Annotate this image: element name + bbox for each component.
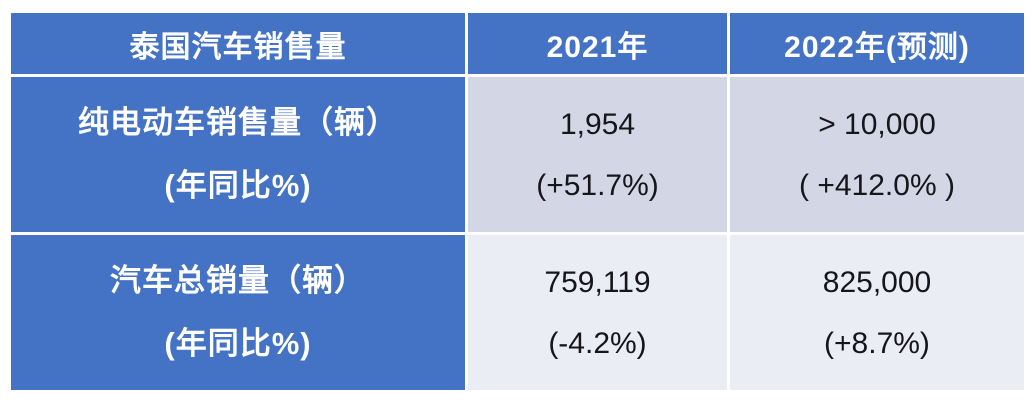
total-2021-yoy: (-4.2%) <box>548 326 647 360</box>
row-label-cell-total: 汽车总销量（辆） (年同比%) <box>8 232 468 393</box>
table-row-ev-sales: 纯电动车销售量（辆） (年同比%) 1,954 (+51.7%) > 10,00… <box>8 74 1027 235</box>
row-label-ev-yoy-note: (年同比%) <box>164 167 312 203</box>
ev-2022-yoy: ( +412.0% ) <box>799 168 955 202</box>
header-row: 泰国汽车销售量 2021年 2022年(预测) <box>8 10 1027 77</box>
ev-2022-value: > 10,000 <box>818 107 936 141</box>
row-label-cell-ev: 纯电动车销售量（辆） (年同比%) <box>8 74 468 235</box>
header-2022-forecast-cell: 2022年(预测) <box>727 10 1027 77</box>
header-2021-cell: 2021年 <box>465 10 730 77</box>
sales-table: 泰国汽车销售量 2021年 2022年(预测) 纯电动车销售量（辆） (年同比%… <box>8 10 1027 393</box>
ev-2021-yoy: (+51.7%) <box>536 168 659 202</box>
row-label-total-yoy-note: (年同比%) <box>164 325 312 361</box>
row-label-ev: 纯电动车销售量（辆） <box>78 105 398 141</box>
ev-2022-cell: > 10,000 ( +412.0% ) <box>727 74 1027 235</box>
total-2022-cell: 825,000 (+8.7%) <box>727 232 1027 393</box>
total-2022-yoy: (+8.7%) <box>824 326 930 360</box>
ev-2021-value: 1,954 <box>559 107 636 141</box>
total-2022-value: 825,000 <box>822 265 932 299</box>
ev-2021-cell: 1,954 (+51.7%) <box>465 74 730 235</box>
row-label-total: 汽车总销量（辆） <box>110 263 366 299</box>
table-row-total-sales: 汽车总销量（辆） (年同比%) 759,119 (-4.2%) 825,000 … <box>8 232 1027 393</box>
total-2021-value: 759,119 <box>544 265 651 299</box>
total-2021-cell: 759,119 (-4.2%) <box>465 232 730 393</box>
header-title-cell: 泰国汽车销售量 <box>8 10 468 77</box>
